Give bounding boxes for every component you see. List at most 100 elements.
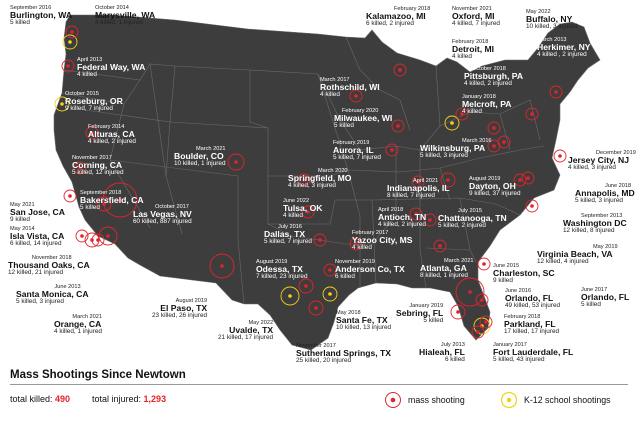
mass-shooting-marker xyxy=(85,126,99,140)
event-date: July 2016 xyxy=(278,224,302,230)
event-date: March 2021 xyxy=(196,146,226,152)
event-city: Odessa, TX xyxy=(256,264,303,275)
event-date: March 2016 xyxy=(462,138,492,144)
event-city: Dallas, TX xyxy=(264,229,306,240)
event-city: Fort Lauderdale, FL xyxy=(493,347,574,358)
event-label: November 2021 Oxford, MI 4 killed, 7 inj… xyxy=(452,6,500,28)
event-stat: 5 killed, 3 injured xyxy=(575,197,623,205)
event-stat: 4 killed, 1 injured xyxy=(95,19,143,27)
total-injured-value: 1,293 xyxy=(143,394,167,404)
event-stat: 6 killed, 2 injured xyxy=(366,20,414,28)
event-label: March 2017 Rothschild, WI 4 killed xyxy=(320,77,380,99)
event-label: January 2017 Fort Lauderdale, FL 5 kille… xyxy=(493,342,573,364)
event-date: May 2022 xyxy=(526,9,551,15)
total-killed-label: total killed: xyxy=(10,394,53,404)
event-city: Herkimer, NY xyxy=(537,42,591,53)
event-date: February 2018 xyxy=(452,39,489,45)
event-date: February 2018 xyxy=(394,6,431,12)
event-label: February 2019 Aurora, IL 5 killed, 7 inj… xyxy=(333,140,381,162)
event-label: June 2013 Santa Monica, CA 5 killed, 3 i… xyxy=(16,284,89,306)
event-label: November 2017 Corning, CA 5 killed, 12 i… xyxy=(72,155,124,177)
event-date: June 2013 xyxy=(54,284,81,290)
event-label: December 2019 Jersey City, NJ 4 killed, … xyxy=(568,150,636,172)
mass-shooting-marker xyxy=(409,207,423,221)
event-label: May 2014 Isla Vista, CA 6 killed, 14 inj… xyxy=(10,226,64,248)
event-label: April 2018 Antioch, TN 4 killed, 2 injur… xyxy=(378,207,426,229)
event-date: November 2021 xyxy=(452,6,492,12)
mass-shooting-marker xyxy=(393,63,407,77)
event-city: Bakersfield, CA xyxy=(80,195,144,206)
event-city: Springfield, MO xyxy=(288,173,352,184)
mass-shooting-marker xyxy=(91,233,105,247)
legend-k12-label: K-12 school shootings xyxy=(524,395,611,405)
event-date: October 2015 xyxy=(65,91,99,97)
event-city: Jersey City, NJ xyxy=(568,155,629,166)
event-date: May 2022 xyxy=(248,320,274,326)
mass-shooting-marker xyxy=(455,277,485,307)
event-label: April 2013 Federal Way, WA 4 killed xyxy=(77,57,145,79)
event-city: Aurora, IL xyxy=(333,145,374,156)
event-label: October 2015 Roseburg, OR 9 killed, 7 in… xyxy=(65,91,123,113)
event-stat: 4 killed xyxy=(452,53,472,61)
event-stat: 6 killed xyxy=(335,273,355,281)
event-label: October 2018 Pittsburgh, PA 4 killed, 2 … xyxy=(464,66,523,88)
event-stat: 5 killed xyxy=(10,19,30,27)
event-city: Melcroft, PA xyxy=(462,99,512,110)
event-date: January 2018 xyxy=(462,94,496,100)
event-date: February 2017 xyxy=(352,230,389,236)
event-stat: 5 killed, 3 injured xyxy=(16,298,64,306)
event-city: Sutherland Springs, TX xyxy=(296,348,392,359)
event-date: April 2021 xyxy=(413,178,439,184)
event-date: May 2014 xyxy=(10,226,35,232)
us-landmass xyxy=(53,14,601,350)
event-date: July 2013 xyxy=(440,342,465,348)
event-city: Rothschild, WI xyxy=(320,82,380,93)
event-stat: 9 killed xyxy=(493,277,513,285)
event-stat: 4 killed xyxy=(77,71,97,79)
mass-shooting-marker xyxy=(63,189,77,203)
total-killed: total killed: 490 xyxy=(10,394,70,404)
event-date: June 2017 xyxy=(581,287,608,293)
event-stat: 7 killed, 23 injured xyxy=(256,273,308,281)
event-label: March 2021 Boulder, CO 10 killed, 1 inju… xyxy=(174,146,226,168)
event-city: Las Vegas, NV xyxy=(133,209,192,220)
mass-shooting-marker xyxy=(433,239,447,253)
event-city: Orange, CA xyxy=(54,319,102,330)
event-stat: 5 killed, 3 injured xyxy=(420,152,468,160)
event-date: October 2018 xyxy=(472,66,506,72)
mass-shooting-marker xyxy=(349,89,363,103)
mass-shooting-marker xyxy=(479,315,493,329)
event-label: February 2014 Alturas, CA 4 killed, 2 in… xyxy=(88,124,136,146)
incident-markers xyxy=(54,25,567,339)
event-date: February 2018 xyxy=(504,314,541,320)
event-stat: 4 killed xyxy=(283,212,303,220)
event-date: October 2017 xyxy=(155,204,189,210)
event-date: May 2018 xyxy=(336,310,361,316)
event-date: September 2018 xyxy=(80,190,122,196)
legend-k12: K-12 school shootings xyxy=(500,391,611,409)
event-city: Atlanta, GA xyxy=(420,263,467,274)
event-city: Buffalo, NY xyxy=(526,14,573,25)
total-injured: total injured: 1,293 xyxy=(92,394,166,404)
event-label: August 2019 Dayton, OH 9 killed, 37 inju… xyxy=(469,176,521,198)
event-label: October 2017 Las Vegas, NV 60 killed, 88… xyxy=(133,204,192,226)
event-label: May 2018 Santa Fe, TX 10 killed, 13 inju… xyxy=(336,310,391,332)
event-city: Santa Monica, CA xyxy=(16,289,89,300)
event-label: January 2019 Sebring, FL 5 killed xyxy=(396,303,443,325)
event-label: February 2018 Detroit, MI 4 killed xyxy=(452,39,494,61)
event-label: February 2018 Kalamazoo, MI 6 killed, 2 … xyxy=(366,6,430,28)
event-city: Annapolis, MD xyxy=(575,188,635,199)
event-city: Uvalde, TX xyxy=(229,325,274,336)
event-city: San Jose, CA xyxy=(10,207,65,218)
total-killed-value: 490 xyxy=(55,394,71,404)
event-label: February 2018 Parkland, FL 17 killed, 17… xyxy=(504,314,559,336)
event-city: Roseburg, OR xyxy=(65,96,123,107)
legend-mass-label: mass shooting xyxy=(408,395,465,405)
event-date: February 2019 xyxy=(333,140,370,146)
event-stat: 10 killed, 13 injured xyxy=(336,324,392,332)
event-label: August 2019 Odessa, TX 7 killed, 23 inju… xyxy=(256,259,308,281)
event-stat: 12 killed, 8 injured xyxy=(563,227,615,235)
event-stat: 4 killed xyxy=(352,244,372,252)
event-label: May 2022 Uvalde, TX 21 killed, 17 injure… xyxy=(218,320,273,342)
mass-shooting-marker xyxy=(227,153,245,171)
